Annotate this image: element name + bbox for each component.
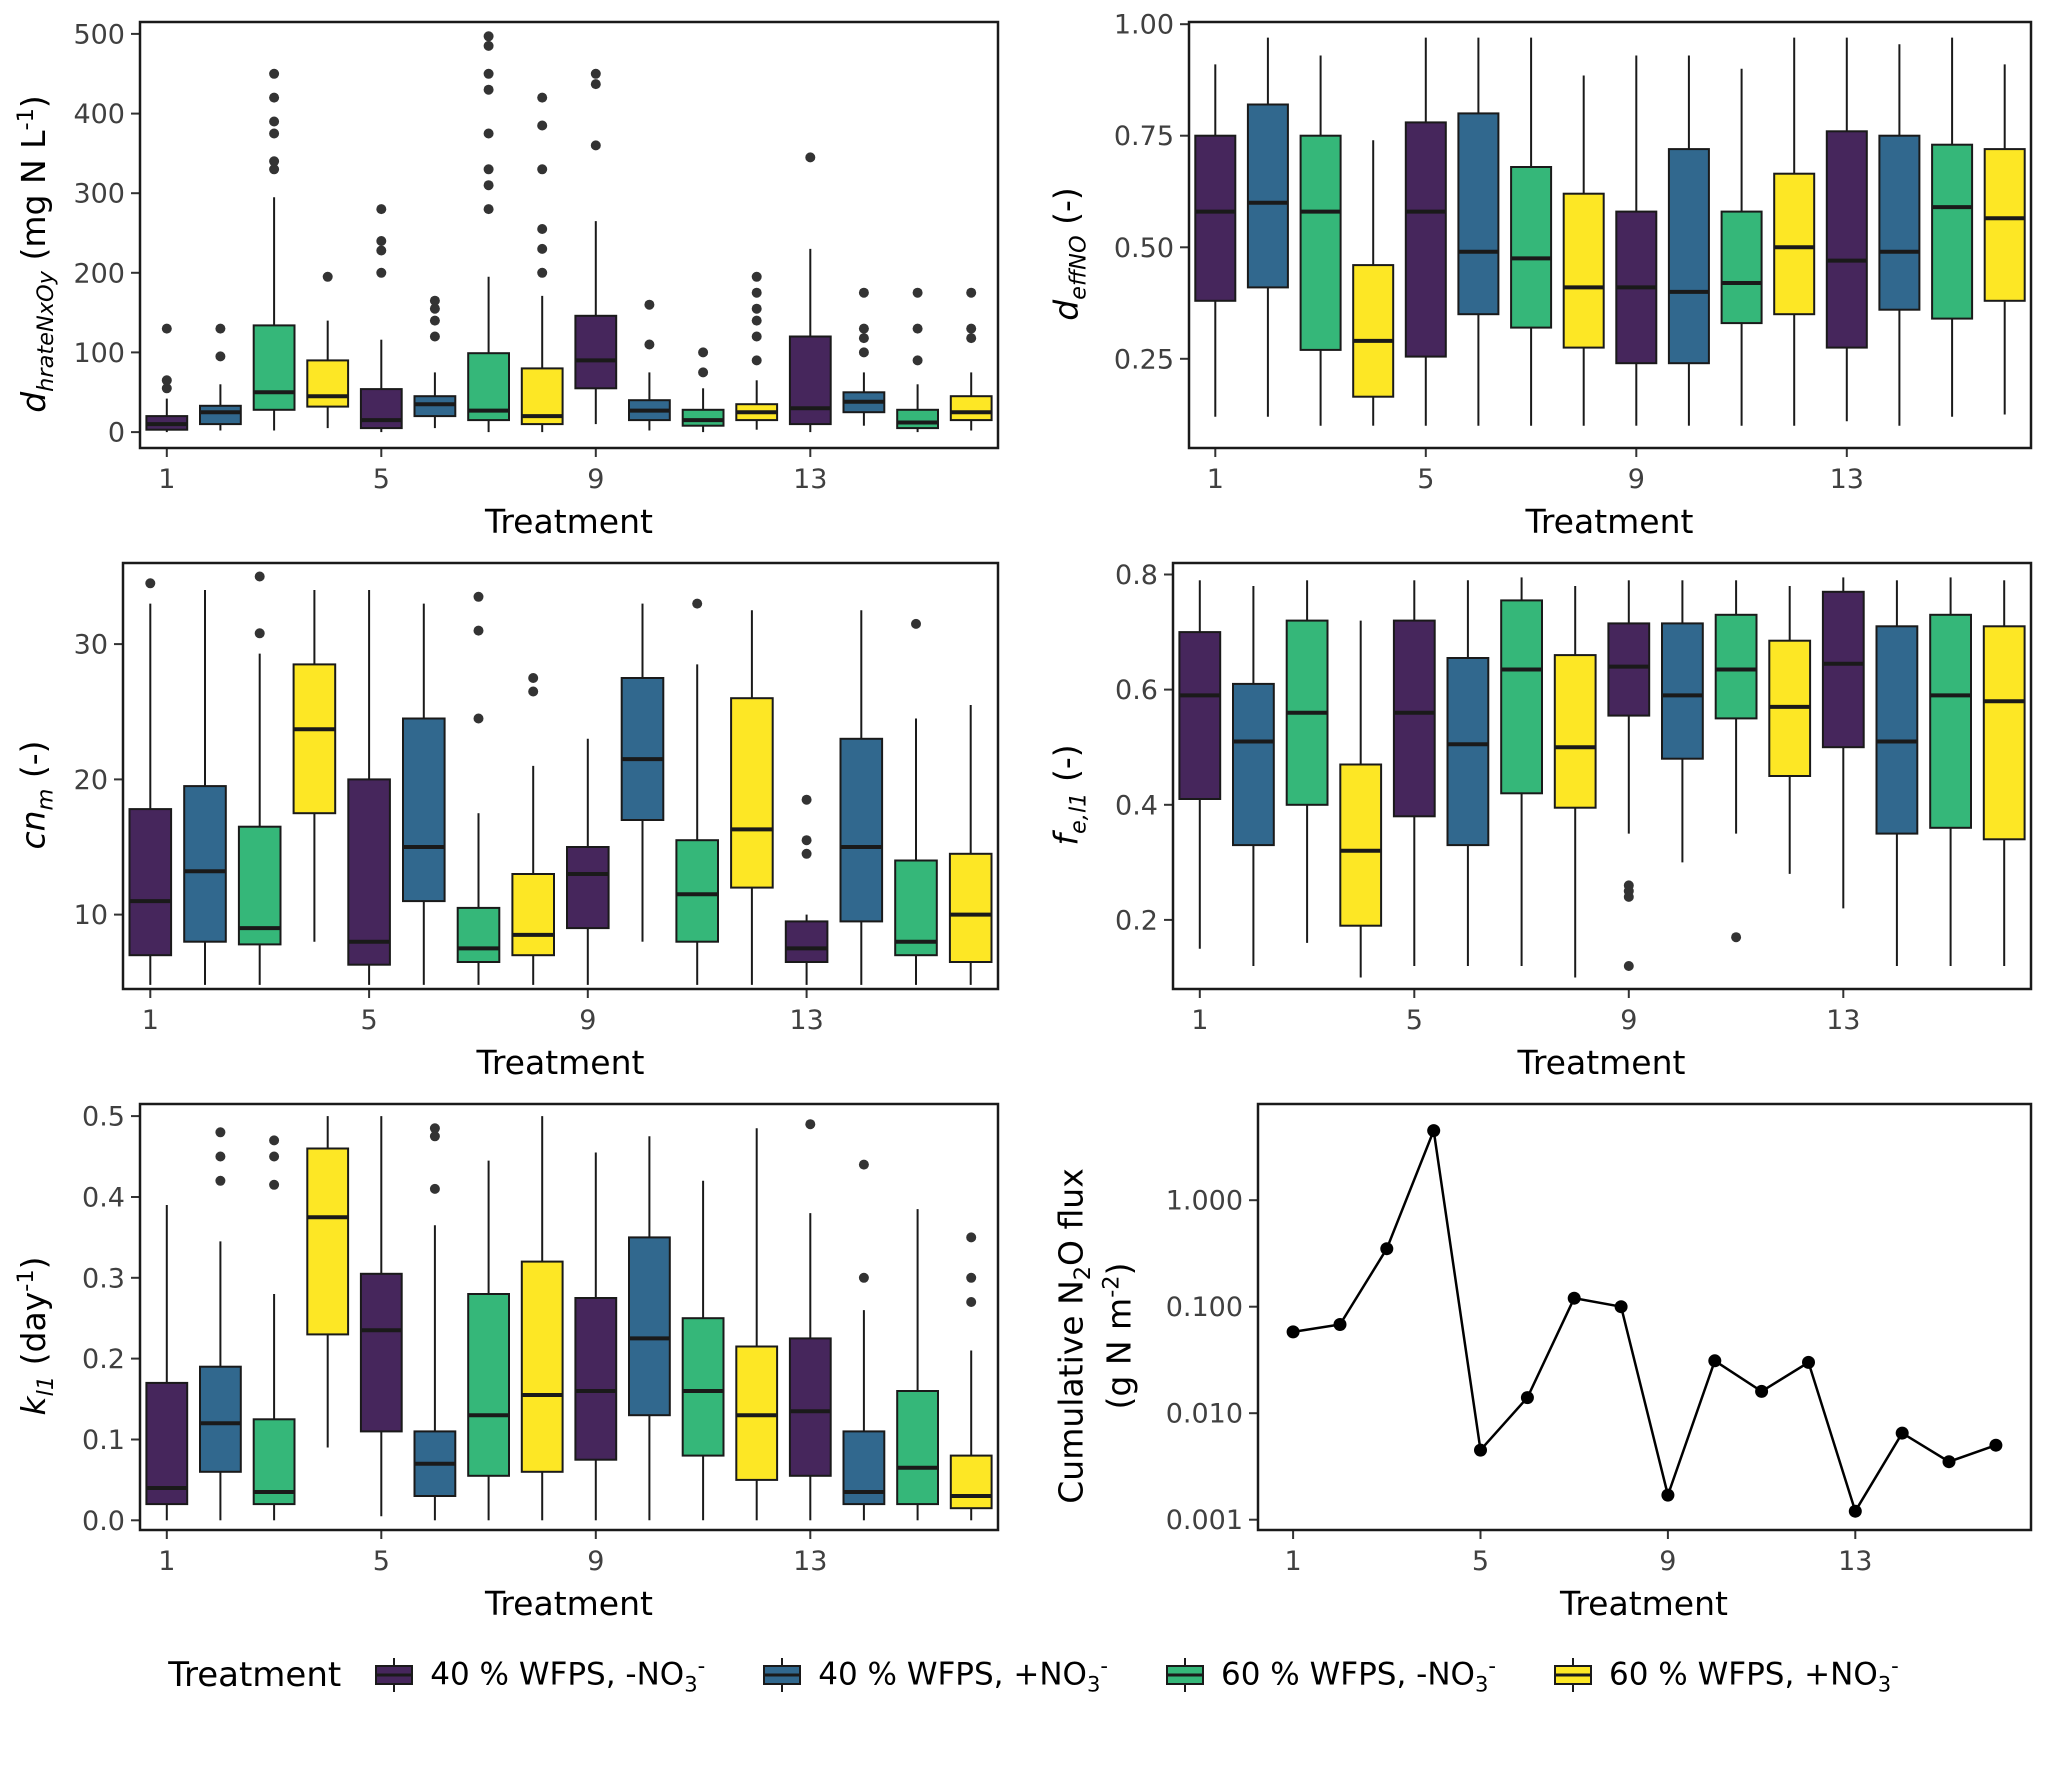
svg-text:9: 9	[579, 1005, 596, 1036]
legend-item-1: 40 % WFPS, -NO3-	[371, 1653, 705, 1697]
legend-item-2: 40 % WFPS, +NO3-	[759, 1653, 1108, 1697]
svg-text:13: 13	[1826, 1005, 1860, 1036]
x-axis-title: Treatment	[1525, 502, 1694, 541]
x-axis-title: Treatment	[485, 502, 653, 541]
svg-text:0.2: 0.2	[1115, 905, 1158, 936]
svg-text:9: 9	[1659, 1546, 1676, 1577]
svg-text:5: 5	[1471, 1546, 1488, 1577]
svg-text:0.010: 0.010	[1165, 1399, 1242, 1430]
y-axis-title: deffNO (-)	[1046, 187, 1091, 321]
panel-dhrateNxOy: dhrateNxOy (mg N L-1) 0 100 200 300 400 500 1 5…	[10, 10, 1029, 541]
x-axis-title: Treatment	[1517, 1043, 1686, 1082]
svg-text:0.001: 0.001	[1165, 1505, 1242, 1536]
panel-cumulativeN2Oflux: Cumulative N2O flux (g N m-2) 0.001 0.010 0…	[1043, 1092, 2062, 1623]
svg-text:1: 1	[158, 464, 175, 495]
legend-item-4: 60 % WFPS, +NO3-	[1550, 1653, 1899, 1697]
svg-text:0.4: 0.4	[1115, 790, 1158, 821]
kl1-plot-svg: 0.0 0.1 0.2 0.3 0.4 0.5 1 5 9 13	[82, 1102, 1000, 1577]
cumulativeN2Oflux-plot-svg: 0.001 0.010 0.100 1.000 1 5 9 13	[1165, 1102, 2032, 1577]
svg-text:0.75: 0.75	[1113, 121, 1173, 152]
y-axis-title: cnm (-)	[13, 740, 59, 850]
svg-text:0.6: 0.6	[1115, 675, 1158, 706]
svg-text:500: 500	[73, 19, 125, 50]
legend-item-label: 40 % WFPS, -NO3-	[430, 1653, 706, 1697]
figure-grid: dhrateNxOy (mg N L-1) 0 100 200 300 400 500 1 5…	[10, 10, 2062, 1623]
svg-text:5: 5	[1417, 464, 1434, 495]
panel-cnm: cnm (-) 10 20 30 1 5 9 13 Treatment	[10, 551, 1029, 1082]
svg-text:30: 30	[74, 630, 108, 661]
boxplot-key-icon	[1553, 1657, 1592, 1692]
svg-text:0: 0	[108, 418, 125, 449]
x-axis-title: Treatment	[1560, 1584, 1728, 1623]
x-axis-title: Treatment	[485, 1584, 653, 1623]
svg-text:9: 9	[587, 1546, 604, 1577]
svg-text:0.2: 0.2	[82, 1344, 125, 1375]
legend-item-label: 60 % WFPS, -NO3-	[1221, 1653, 1496, 1697]
y-axis-title: Cumulative N2O flux (g N m-2)	[1051, 1168, 1138, 1504]
svg-text:0.100: 0.100	[1165, 1292, 1242, 1323]
svg-text:13: 13	[1829, 464, 1863, 495]
svg-text:5: 5	[373, 464, 390, 495]
dhrateNxOy-plot-svg: 0 100 200 300 400 500 1 5 9 13	[73, 19, 1000, 495]
y-axis-title: fe,l1 (-)	[1046, 744, 1091, 846]
svg-text:1.00: 1.00	[1113, 10, 1173, 41]
legend-item-label: 40 % WFPS, +NO3-	[818, 1653, 1108, 1697]
svg-text:0.8: 0.8	[1115, 560, 1158, 591]
svg-text:13: 13	[1838, 1546, 1872, 1577]
panel-deffNO: deffNO (-) 0.25 0.50 0.75 1.00 1 5 9 13 Treatmen…	[1043, 10, 2062, 541]
svg-text:10: 10	[74, 900, 108, 931]
svg-text:0.0: 0.0	[82, 1506, 125, 1537]
svg-text:9: 9	[1627, 464, 1644, 495]
svg-text:5: 5	[373, 1546, 390, 1577]
legend: Treatment 40 % WFPS, -NO3- 40 % WFPS, +NO…	[0, 1653, 2067, 1697]
svg-text:200: 200	[73, 258, 125, 289]
boxplot-key-icon	[1166, 1657, 1204, 1692]
svg-text:13: 13	[789, 1005, 823, 1036]
panel-kl1: kl1 (day-1) 0.0 0.1 0.2 0.3 0.4 0.5 1 5 9 13 Treat…	[10, 1092, 1029, 1623]
svg-text:0.50: 0.50	[1113, 233, 1173, 264]
svg-text:0.5: 0.5	[82, 1102, 125, 1133]
svg-text:0.1: 0.1	[82, 1425, 125, 1456]
svg-text:5: 5	[361, 1005, 378, 1036]
legend-title: Treatment	[168, 1654, 342, 1695]
svg-text:9: 9	[1620, 1005, 1637, 1036]
deffNO-plot-svg: 0.25 0.50 0.75 1.00 1 5 9 13	[1113, 10, 2032, 495]
svg-text:1: 1	[1206, 464, 1223, 495]
y-axis-title: kl1 (day-1)	[13, 1256, 59, 1416]
svg-text:20: 20	[74, 765, 108, 796]
svg-text:9: 9	[587, 464, 604, 495]
svg-text:1.000: 1.000	[1165, 1186, 1242, 1217]
boxplot-key-icon	[763, 1657, 802, 1692]
svg-text:400: 400	[73, 99, 125, 130]
legend-items: 40 % WFPS, -NO3- 40 % WFPS, +NO3- 60 % WFP…	[371, 1653, 1899, 1697]
svg-text:300: 300	[73, 179, 125, 210]
svg-text:1: 1	[1191, 1005, 1208, 1036]
fel1-plot-svg: 0.2 0.4 0.6 0.8 1 5 9 13	[1115, 560, 2032, 1036]
svg-text:13: 13	[793, 1546, 827, 1577]
svg-text:1: 1	[1284, 1546, 1301, 1577]
legend-item-3: 60 % WFPS, -NO3-	[1162, 1653, 1496, 1697]
svg-text:1: 1	[158, 1546, 175, 1577]
y-axis-title: dhrateNxOy (mg N L-1)	[13, 95, 59, 413]
x-axis-title: Treatment	[476, 1043, 645, 1082]
svg-text:13: 13	[793, 464, 827, 495]
svg-text:0.25: 0.25	[1113, 344, 1173, 375]
svg-text:5: 5	[1405, 1005, 1422, 1036]
svg-text:1: 1	[142, 1005, 159, 1036]
svg-text:0.4: 0.4	[82, 1183, 125, 1214]
boxplot-key-icon	[375, 1657, 414, 1692]
svg-text:100: 100	[73, 338, 125, 369]
svg-text:0.3: 0.3	[82, 1263, 125, 1294]
legend-item-label: 60 % WFPS, +NO3-	[1608, 1653, 1899, 1697]
cnm-plot-svg: 10 20 30 1 5 9 13	[74, 561, 1000, 1036]
panel-fel1: fe,l1 (-) 0.2 0.4 0.6 0.8 1 5 9 13 Treatment	[1043, 551, 2062, 1082]
